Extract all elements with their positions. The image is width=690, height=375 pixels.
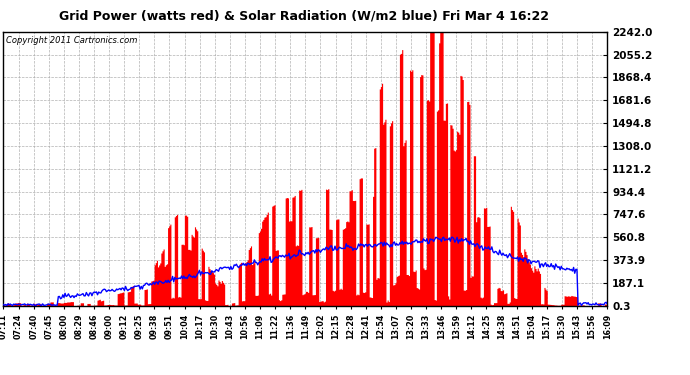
Text: Copyright 2011 Cartronics.com: Copyright 2011 Cartronics.com (6, 36, 138, 45)
Text: Grid Power (watts red) & Solar Radiation (W/m2 blue) Fri Mar 4 16:22: Grid Power (watts red) & Solar Radiation… (59, 9, 549, 22)
